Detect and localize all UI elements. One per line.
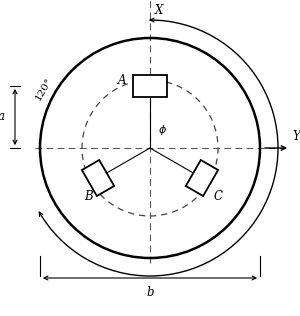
Text: 120°: 120° — [34, 76, 54, 102]
Polygon shape — [186, 160, 218, 196]
Text: Y: Y — [292, 130, 300, 143]
Text: C: C — [214, 190, 223, 203]
Polygon shape — [82, 160, 114, 196]
Text: a: a — [0, 111, 5, 124]
Text: A: A — [118, 74, 126, 87]
Text: B: B — [84, 190, 92, 203]
Polygon shape — [133, 75, 167, 97]
Text: b: b — [146, 286, 154, 299]
Text: X: X — [155, 4, 164, 17]
Text: $\phi$: $\phi$ — [158, 123, 167, 137]
